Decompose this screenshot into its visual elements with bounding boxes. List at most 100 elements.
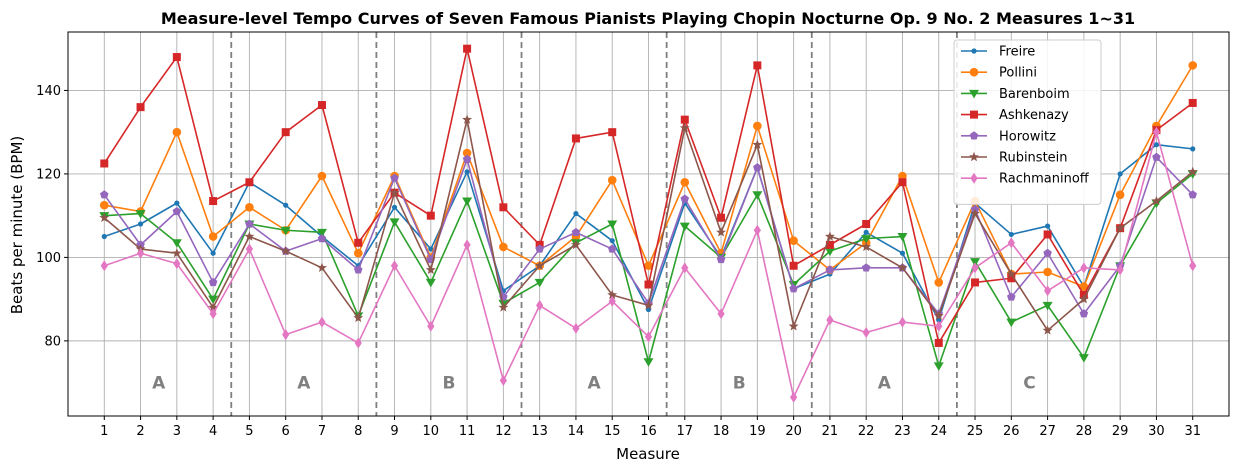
data-point-barenboim (643, 358, 654, 367)
x-tick-label: 25 (967, 424, 984, 439)
series-layer (99, 44, 1198, 403)
series-rachmaninoff (100, 126, 1197, 403)
y-axis-ticks: 80 100 120 140 (36, 84, 68, 349)
data-point-rubinstein (1006, 268, 1017, 279)
data-point-barenboim (1006, 318, 1017, 328)
data-point-pollini (99, 200, 109, 210)
legend-label: Barenboim (999, 87, 1070, 102)
data-point-ashkenazy (571, 134, 580, 143)
legend-item-pollini: Pollini (961, 66, 1037, 81)
x-tick-label: 16 (640, 424, 657, 439)
section-label: A (587, 374, 601, 394)
data-point-pollini (1188, 61, 1198, 70)
data-point-ashkenazy (898, 178, 907, 187)
x-tick-label: 4 (209, 424, 217, 439)
data-point-rubinstein (679, 122, 690, 133)
data-point-freire (137, 221, 144, 227)
data-point-barenboim (933, 362, 944, 371)
data-point-rubinstein (933, 310, 944, 321)
data-point-horowitz (208, 277, 218, 287)
data-point-ashkenazy (1007, 274, 1016, 283)
data-point-rubinstein (280, 245, 291, 256)
data-point-ashkenazy (1043, 230, 1052, 239)
data-point-pollini (898, 171, 907, 181)
data-point-barenboim (897, 233, 908, 242)
data-point-freire (101, 233, 107, 240)
data-point-rubinstein (970, 208, 980, 218)
data-point-freire (174, 200, 180, 206)
x-tick-label: 19 (749, 424, 766, 439)
data-point-rachmaninoff (608, 295, 616, 307)
legend-item-rubinstein: Rubinstein (961, 151, 1068, 166)
data-point-ashkenazy (463, 44, 472, 53)
data-point-horowitz (390, 173, 399, 182)
x-tick-label: 14 (568, 424, 585, 439)
data-point-barenboim (1078, 354, 1089, 363)
data-point-rubinstein (171, 248, 182, 258)
data-point-horowitz (1043, 248, 1052, 257)
data-point-barenboim (171, 239, 182, 248)
data-point-rubinstein (643, 300, 654, 310)
data-point-barenboim (316, 228, 327, 238)
x-tick-label: 29 (1112, 424, 1129, 439)
data-point-pollini (789, 236, 798, 245)
data-point-pollini (353, 248, 363, 258)
data-point-rachmaninoff (354, 337, 362, 349)
data-point-pollini (245, 203, 254, 212)
data-point-ashkenazy (136, 103, 145, 112)
legend-label: Rachmaninoff (999, 172, 1090, 187)
x-tick-label: 22 (858, 424, 875, 439)
data-point-freire (1153, 142, 1160, 148)
data-point-ashkenazy (717, 213, 726, 222)
data-point-pollini (317, 171, 327, 181)
series-rubinstein (99, 114, 1198, 335)
data-point-barenboim (607, 220, 618, 229)
section-label: A (878, 374, 892, 394)
data-point-ashkenazy (499, 203, 508, 212)
legend-swatch-marker (969, 131, 979, 140)
legend-item-horowitz: Horowitz (961, 129, 1056, 144)
legend-label: Ashkenazy (999, 108, 1069, 123)
data-point-barenboim (135, 210, 146, 219)
data-point-ashkenazy (172, 53, 181, 62)
data-point-rachmaninoff (935, 320, 943, 332)
data-point-rachmaninoff (1007, 237, 1015, 249)
data-point-freire (899, 250, 906, 256)
data-point-barenboim (425, 278, 436, 288)
data-point-freire (1117, 171, 1123, 177)
data-point-rachmaninoff (282, 329, 290, 341)
data-point-rubinstein (534, 260, 545, 270)
data-point-pollini (462, 148, 472, 158)
y-tick-label: 80 (44, 334, 61, 349)
data-point-rachmaninoff (790, 391, 798, 403)
data-point-rubinstein (897, 262, 908, 273)
data-point-rachmaninoff (681, 262, 689, 274)
legend-item-freire: Freire (961, 45, 1035, 60)
data-point-rubinstein (824, 231, 835, 241)
data-point-horowitz (607, 244, 617, 253)
data-point-pollini (208, 232, 218, 241)
legend-label: Rubinstein (999, 151, 1068, 166)
data-point-ashkenazy (789, 261, 798, 270)
section-label: C (1023, 374, 1035, 394)
data-point-horowitz (1079, 309, 1089, 318)
data-point-freire (1008, 231, 1014, 238)
data-point-horowitz (462, 154, 472, 163)
data-point-barenboim (389, 218, 400, 227)
legend-swatch-marker (971, 48, 977, 54)
data-point-rachmaninoff (572, 322, 580, 334)
x-tick-label: 31 (1184, 424, 1201, 439)
legend-swatch-marker (969, 151, 979, 162)
data-point-rubinstein (1115, 222, 1126, 233)
data-point-pollini (1115, 190, 1125, 200)
data-point-pollini (934, 278, 944, 287)
data-point-rubinstein (1151, 195, 1162, 206)
x-tick-label: 9 (390, 424, 398, 439)
data-point-rachmaninoff (826, 314, 834, 326)
data-point-horowitz (100, 190, 109, 199)
x-tick-label: 20 (785, 424, 802, 439)
data-point-rachmaninoff (862, 327, 870, 339)
data-point-rubinstein (389, 187, 400, 197)
data-point-rachmaninoff (753, 224, 761, 236)
